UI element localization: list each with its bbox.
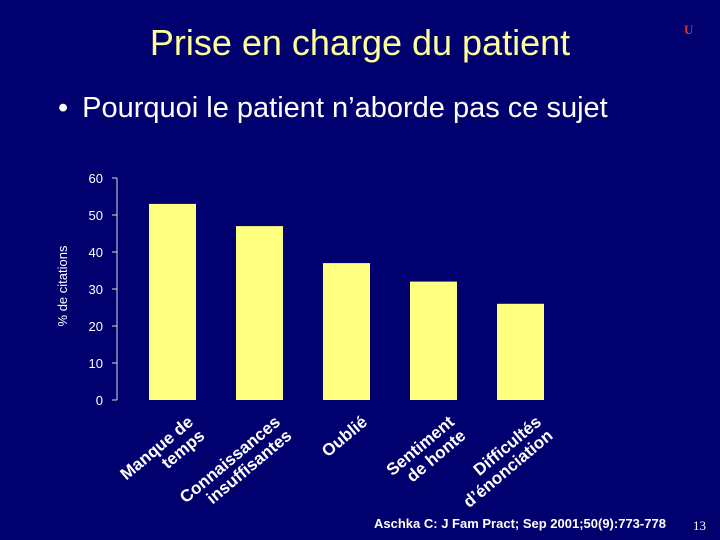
y-tick-label: 60: [89, 171, 103, 186]
bullet-item: • Pourquoi le patient n’aborde pas ce suj…: [58, 92, 608, 125]
bar: [497, 303, 544, 400]
bar: [410, 281, 457, 400]
bar: [323, 263, 370, 400]
y-axis: 0 10 20 30 40 50 60: [89, 171, 118, 408]
page-number: 13: [693, 518, 706, 533]
y-tick-label: 30: [89, 282, 103, 297]
category-label: Sentimentde honte: [383, 412, 470, 493]
bars: [149, 203, 544, 400]
category-labels: Manque detempsConnaissancesinsuffisantes…: [117, 412, 557, 511]
bar: [149, 203, 196, 400]
y-tick-label: 40: [89, 245, 103, 260]
category-label: Oublié: [318, 412, 371, 461]
y-tick-label: 10: [89, 356, 103, 371]
bullet-icon: •: [58, 92, 69, 124]
bullet-text: Pourquoi le patient n’aborde pas ce suje…: [82, 92, 608, 124]
y-tick-label: 0: [96, 393, 103, 408]
bar: [236, 226, 283, 400]
category-label: Difficultésd’énonciation: [448, 412, 556, 511]
slide-title: Prise en charge du patient: [149, 22, 571, 63]
citation: Aschka C: J Fam Pract; Sep 2001;50(9):77…: [374, 516, 666, 531]
y-tick-label: 20: [89, 319, 103, 334]
y-tick-label: 50: [89, 208, 103, 223]
logo: U: [684, 22, 694, 37]
y-axis-label: % de citations: [55, 245, 70, 326]
